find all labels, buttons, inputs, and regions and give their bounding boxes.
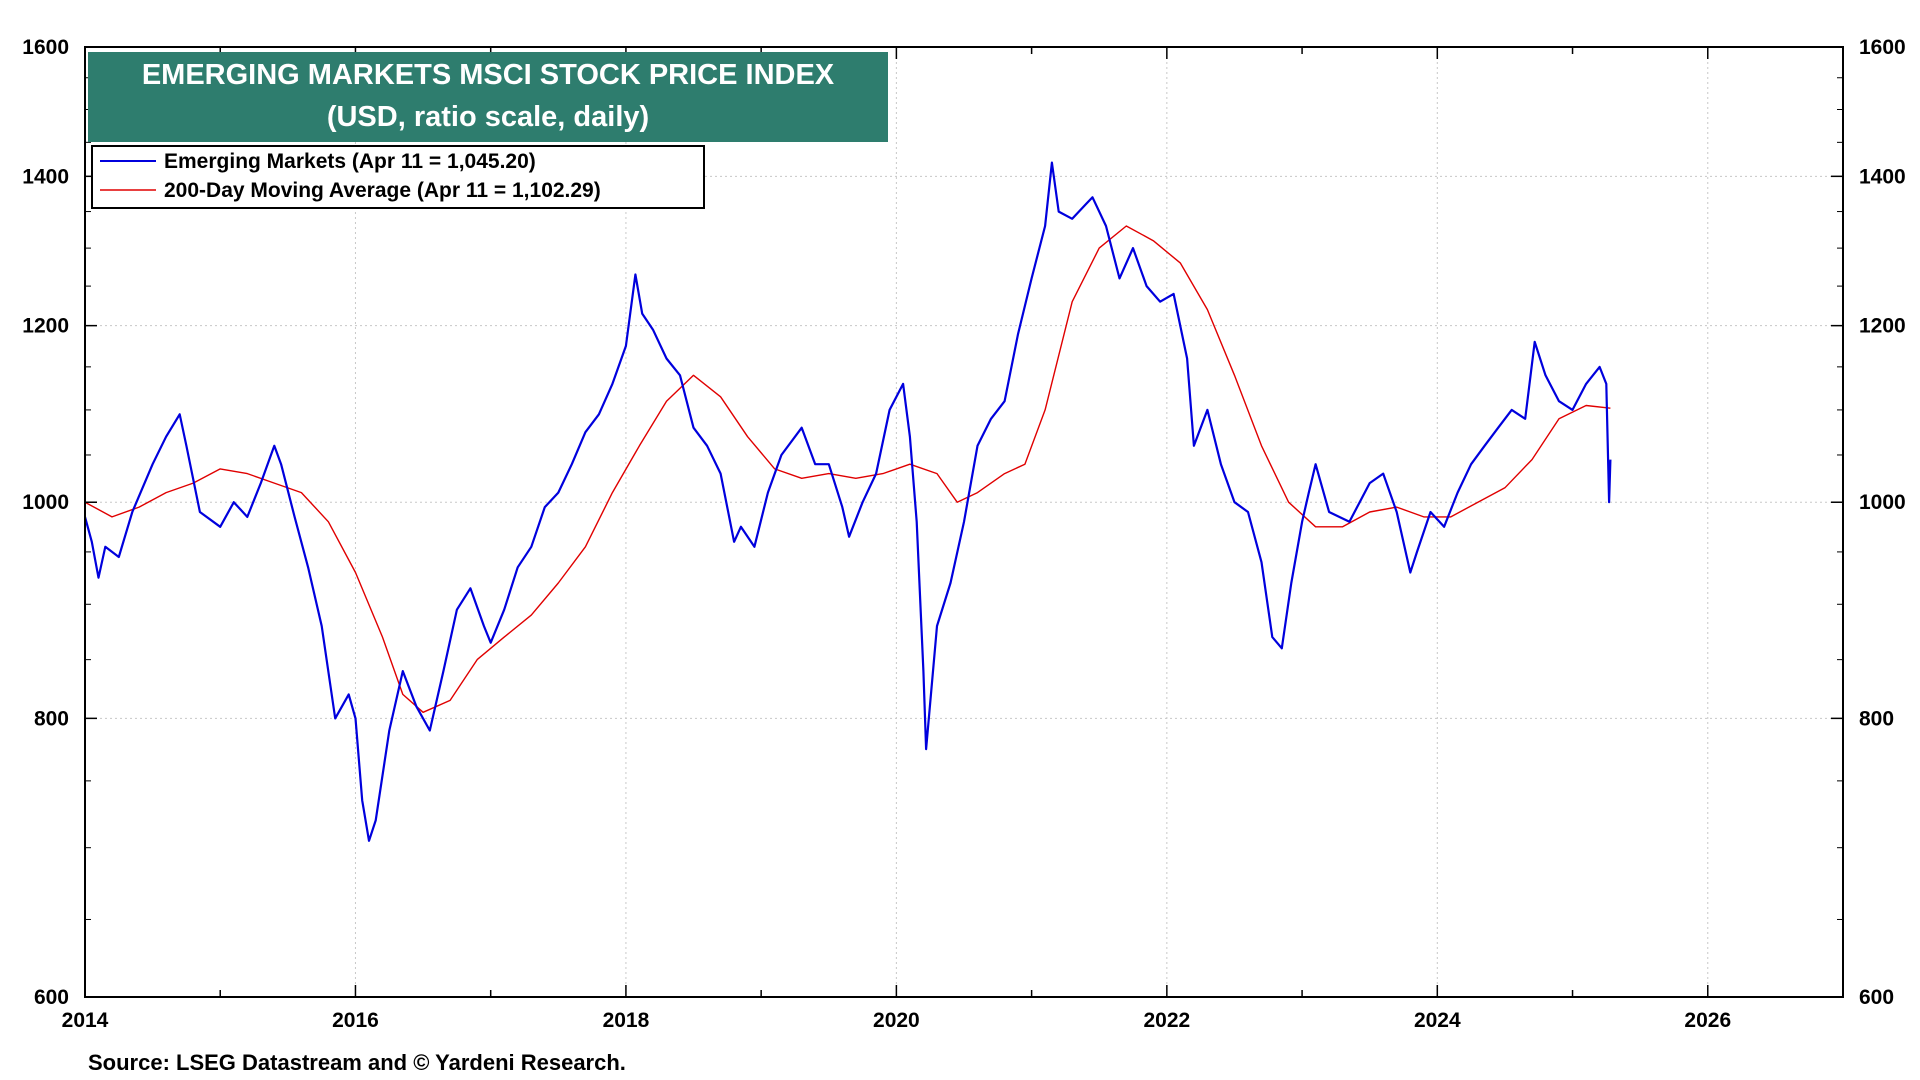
x-tick-label: 2020 xyxy=(873,1009,920,1032)
x-tick-label: 2026 xyxy=(1684,1009,1731,1032)
plot-frame xyxy=(84,46,1844,998)
y-tick-label-left: 1200 xyxy=(22,315,69,338)
y-tick-label-right: 800 xyxy=(1859,707,1894,730)
y-tick-label-left: 1000 xyxy=(22,491,69,514)
y-tick-label-right: 1400 xyxy=(1859,165,1906,188)
series-layer xyxy=(83,161,1612,842)
axis-layer: 2014 2016 2018 2020 2022 2024 2026 600 600 800 800… xyxy=(22,36,1905,1032)
legend-frame xyxy=(91,145,705,209)
y-tick-label-left: 1400 xyxy=(22,165,69,188)
series-line-emerging-markets xyxy=(83,161,1612,842)
x-tick-label: 2022 xyxy=(1143,1009,1190,1032)
y-tick-label-right: 1200 xyxy=(1859,315,1906,338)
y-tick-label-right: 1600 xyxy=(1859,36,1906,59)
x-tick-label: 2024 xyxy=(1414,1009,1461,1032)
chart-title: EMERGING MARKETS MSCI STOCK PRICE INDEX xyxy=(142,59,835,91)
y-tick-label-left: 800 xyxy=(34,707,69,730)
y-tick-label-left: 1600 xyxy=(22,36,69,59)
x-tick-label: 2018 xyxy=(603,1009,650,1032)
y-tick-label-left: 600 xyxy=(34,986,69,1009)
legend-label-moving-average: 200-Day Moving Average (Apr 11 = 1,102.2… xyxy=(164,179,601,202)
legend-label-emerging-markets: Emerging Markets (Apr 11 = 1,045.20) xyxy=(164,150,536,173)
chart-subtitle: (USD, ratio scale, daily) xyxy=(327,101,649,133)
x-tick-label: 2014 xyxy=(62,1009,109,1032)
grid-layer xyxy=(85,47,1843,997)
source-note: Source: LSEG Datastream and © Yardeni Re… xyxy=(88,1050,626,1075)
legend: Emerging Markets (Apr 11 = 1,045.20) 200… xyxy=(91,145,705,209)
title-box: EMERGING MARKETS MSCI STOCK PRICE INDEX … xyxy=(88,52,888,142)
title-background xyxy=(88,52,888,142)
y-tick-label-right: 600 xyxy=(1859,986,1894,1009)
x-tick-label: 2016 xyxy=(332,1009,379,1032)
series-line-moving-average xyxy=(84,225,1611,713)
y-tick-label-right: 1000 xyxy=(1859,491,1906,514)
